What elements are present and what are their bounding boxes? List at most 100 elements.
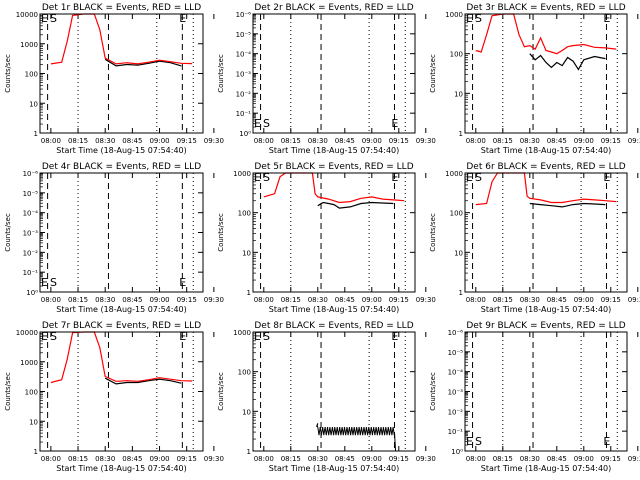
x-tick-label: 09:15 <box>389 455 409 463</box>
x-axis-label: Start Time (18-Aug-15 07:54:40) <box>56 146 187 155</box>
x-tick-label: 09:00 <box>149 455 169 463</box>
x-tick-label: 08:00 <box>466 296 486 304</box>
x-tick-label: 09:30 <box>628 137 640 145</box>
panel-title: Det 2r BLACK = Events, RED = LLD <box>254 3 413 13</box>
events-rate-line <box>104 58 182 67</box>
x-tick-label: 08:45 <box>122 455 142 463</box>
x-tick-label: 08:00 <box>466 137 486 145</box>
x-axis-label: Start Time (18-Aug-15 07:54:40) <box>56 464 187 473</box>
lld-rate-line <box>50 13 193 65</box>
y-tick-label: 10 <box>454 90 463 98</box>
y-axis-label: Counts/sec <box>429 372 437 411</box>
x-tick-label: 09:15 <box>177 296 197 304</box>
plot-frame <box>464 13 628 134</box>
panel-det-4: Det 4r BLACK = Events, RED = LLD Counts/s… <box>4 162 224 314</box>
plot-frame <box>464 172 628 293</box>
panel-title: Det 1r BLACK = Events, RED = LLD <box>42 3 201 13</box>
y-tick-label: 10⁻⁴ <box>23 210 39 218</box>
y-axis-label: Counts/sec <box>217 54 225 93</box>
y-tick-label: 100 <box>238 369 251 377</box>
x-tick-label: 08:45 <box>547 455 567 463</box>
marker-e-start: E <box>254 117 261 130</box>
x-tick-label: 09:15 <box>601 137 621 145</box>
x-axis-label: Start Time (18-Aug-15 07:54:40) <box>269 464 400 473</box>
y-tick-label: 10 <box>29 100 38 108</box>
x-tick-label: 08:15 <box>68 455 88 463</box>
marker-e-end: E <box>179 12 186 25</box>
x-tick-label: 08:45 <box>547 137 567 145</box>
x-tick-label: 08:45 <box>335 296 355 304</box>
y-axis-label: Counts/sec <box>429 54 437 93</box>
x-tick-label: 08:00 <box>41 296 61 304</box>
x-tick-label: 08:30 <box>95 455 115 463</box>
y-tick-label: 10 <box>29 418 38 426</box>
x-tick-label: 08:15 <box>493 137 513 145</box>
panel-det-5: Det 5r BLACK = Events, RED = LLD Counts/s… <box>217 162 436 314</box>
marker-s: S <box>50 276 57 289</box>
marker-e-start: E <box>466 435 473 448</box>
panel-det-7: Det 7r BLACK = Events, RED = LLD Counts/s… <box>4 321 224 473</box>
panel-title: Det 8r BLACK = Events, RED = LLD <box>254 321 413 331</box>
panel-det-1: Det 1r BLACK = Events, RED = LLD Counts/s… <box>4 3 224 155</box>
x-tick-label: 09:30 <box>628 455 640 463</box>
y-tick-label: 100 <box>450 210 463 218</box>
x-axis-label: Start Time (18-Aug-15 07:54:40) <box>269 146 400 155</box>
y-tick-label: 1000 <box>20 41 38 49</box>
y-tick-label: 1000 <box>445 170 463 178</box>
x-tick-label: 08:45 <box>122 137 142 145</box>
y-tick-label: 10⁻⁵ <box>236 31 252 39</box>
y-tick-label: 1 <box>34 130 38 138</box>
x-tick-label: 08:15 <box>493 455 513 463</box>
x-tick-label: 09:30 <box>628 296 640 304</box>
marker-s: S <box>263 117 270 130</box>
panel-title: Det 7r BLACK = Events, RED = LLD <box>42 321 201 331</box>
plot-frame <box>39 13 204 134</box>
panel-title: Det 9r BLACK = Events, RED = LLD <box>466 321 625 331</box>
y-tick-label: 100 <box>25 71 38 79</box>
x-tick-label: 09:15 <box>601 296 621 304</box>
marker-e-end: E <box>391 117 398 130</box>
y-tick-label: 10⁻⁶ <box>236 11 252 19</box>
x-tick-label: 08:15 <box>281 137 301 145</box>
marker-s: S <box>475 12 482 25</box>
y-tick-label: 10 <box>454 249 463 257</box>
x-tick-label: 08:45 <box>122 296 142 304</box>
panel-title: Det 6r BLACK = Events, RED = LLD <box>466 162 625 172</box>
x-tick-label: 08:00 <box>254 455 274 463</box>
plot-frame <box>39 331 204 452</box>
x-tick-label: 08:00 <box>41 455 61 463</box>
x-tick-label: 08:30 <box>520 455 540 463</box>
y-tick-label: 10⁻⁵ <box>448 349 464 357</box>
lld-rate-line <box>475 172 617 206</box>
marker-e-end: E <box>179 276 186 289</box>
marker-s: S <box>475 435 482 448</box>
marker-s: S <box>475 171 482 184</box>
x-tick-label: 08:15 <box>68 137 88 145</box>
panel-title: Det 5r BLACK = Events, RED = LLD <box>254 162 413 172</box>
panel-det-9: Det 9r BLACK = Events, RED = LLD Counts/s… <box>429 321 640 473</box>
y-tick-label: 10⁻² <box>448 408 464 416</box>
marker-e-start: E <box>41 330 48 343</box>
y-tick-label: 1 <box>247 289 251 297</box>
y-tick-label: 1 <box>247 448 251 456</box>
x-tick-label: 08:15 <box>281 455 301 463</box>
panel-det-8: Det 8r BLACK = Events, RED = LLD Counts/s… <box>217 321 436 473</box>
marker-e-end: E <box>391 171 398 184</box>
x-tick-label: 08:00 <box>254 137 274 145</box>
x-tick-label: 09:30 <box>204 455 224 463</box>
y-tick-label: 1000 <box>233 329 251 337</box>
x-axis-label: Start Time (18-Aug-15 07:54:40) <box>481 305 612 314</box>
plot-frame <box>252 172 416 293</box>
x-tick-label: 09:00 <box>362 455 382 463</box>
y-tick-label: 10⁻² <box>23 249 39 257</box>
x-tick-label: 08:15 <box>281 296 301 304</box>
y-axis-label: Counts/sec <box>4 372 12 411</box>
x-axis-label: Start Time (18-Aug-15 07:54:40) <box>481 464 612 473</box>
x-tick-label: 08:45 <box>335 455 355 463</box>
x-tick-label: 08:30 <box>308 137 328 145</box>
marker-e-end: E <box>603 171 610 184</box>
y-axis-label: Counts/sec <box>4 54 12 93</box>
panel-title: Det 3r BLACK = Events, RED = LLD <box>466 3 625 13</box>
marker-e-end: E <box>603 435 610 448</box>
x-tick-label: 09:30 <box>204 296 224 304</box>
